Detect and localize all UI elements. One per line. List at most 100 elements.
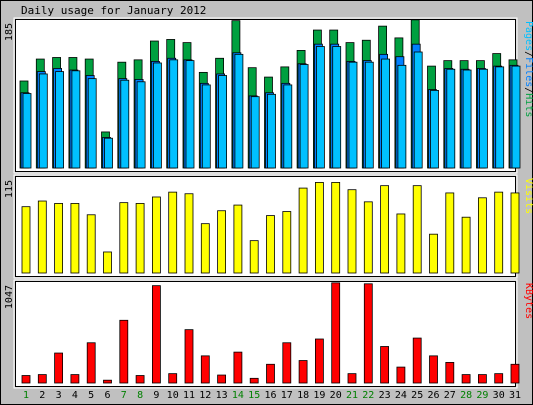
- x-tick-label-day-1: 1: [23, 390, 29, 401]
- bar-pages-day-25: [413, 51, 423, 169]
- y-legend-part: Visits: [523, 178, 533, 214]
- x-tick-label-day-31: 31: [509, 390, 521, 401]
- bar-pages-day-30: [495, 66, 505, 169]
- bar-kbytes-day-18: [298, 360, 308, 384]
- bar-pages-day-19: [315, 46, 325, 169]
- bar-kbytes-day-12: [200, 355, 210, 384]
- x-axis-labels: 1 2 3 4 5 6 7 8 9 10 11 12 13 14 15 16 17 18 19 20 21 22 23 24 2…: [23, 390, 521, 401]
- chart-title: Daily usage for January 2012: [21, 4, 206, 17]
- bar-visits-day-5: [86, 214, 96, 274]
- x-tick-label-day-19: 19: [313, 390, 325, 401]
- bar-pages-day-4: [71, 70, 81, 169]
- bar-pages-day-18: [299, 64, 309, 169]
- bar-kbytes-day-15: [249, 377, 259, 384]
- bar-visits-day-13: [217, 210, 227, 274]
- x-tick-label-day-28: 28: [460, 390, 472, 401]
- bar-pages-day-8: [136, 81, 146, 169]
- bar-visits-day-29: [477, 197, 487, 274]
- y-legend-part: KBytes: [523, 283, 533, 319]
- bar-visits-day-26: [429, 233, 438, 274]
- bar-kbytes-day-14: [233, 351, 243, 384]
- x-tick-label-day-2: 2: [39, 390, 45, 401]
- bar-kbytes-day-7: [119, 319, 129, 384]
- bar-pages-day-31: [511, 65, 521, 169]
- bar-visits-day-23: [380, 185, 390, 274]
- x-tick-label-day-14: 14: [232, 390, 244, 401]
- bar-kbytes-day-26: [429, 355, 438, 384]
- bar-pages-day-12: [201, 84, 211, 169]
- x-tick-label-day-3: 3: [56, 390, 62, 401]
- y-max-label: 115: [4, 180, 15, 198]
- y-legend-label: KBytes: [523, 283, 533, 319]
- bar-kbytes-day-10: [168, 373, 178, 384]
- x-tick-label-day-25: 25: [411, 390, 423, 401]
- bar-kbytes-day-30: [494, 373, 504, 384]
- bar-pages-day-16: [267, 93, 276, 169]
- bar-kbytes-day-2: [37, 374, 47, 384]
- bar-pages-day-29: [478, 68, 488, 169]
- bar-visits-day-24: [396, 213, 406, 274]
- bar-visits-day-25: [412, 185, 422, 274]
- x-tick-label-day-6: 6: [104, 390, 110, 401]
- bar-pages-day-14: [234, 53, 244, 169]
- bar-pages-day-5: [87, 78, 97, 169]
- bar-kbytes-day-29: [477, 374, 487, 384]
- x-tick-label-day-22: 22: [362, 390, 374, 401]
- bar-kbytes-day-19: [314, 338, 324, 384]
- bar-kbytes-day-13: [217, 374, 227, 384]
- x-tick-label-day-15: 15: [248, 390, 260, 401]
- x-tick-label-day-5: 5: [88, 390, 94, 401]
- y-legend-part: Pages: [523, 21, 533, 51]
- bar-kbytes-day-1: [21, 375, 31, 384]
- bar-visits-day-8: [135, 203, 145, 274]
- bar-pages-day-26: [430, 90, 439, 169]
- x-tick-label-day-7: 7: [121, 390, 127, 401]
- bar-visits-day-18: [298, 187, 308, 274]
- y-legend-part: /: [523, 87, 533, 93]
- bar-kbytes-day-24: [396, 366, 406, 384]
- bar-pages-day-24: [397, 64, 407, 169]
- x-tick-label-day-24: 24: [395, 390, 407, 401]
- bar-kbytes-day-21: [347, 373, 357, 384]
- bar-visits-day-6: [103, 251, 112, 274]
- x-tick-label-day-10: 10: [167, 390, 179, 401]
- x-tick-label-day-8: 8: [137, 390, 143, 401]
- bar-kbytes-day-6: [103, 379, 112, 384]
- bar-kbytes-day-16: [266, 363, 275, 384]
- bar-pages-day-22: [364, 61, 374, 169]
- bar-kbytes-day-28: [461, 374, 471, 384]
- x-tick-label-day-29: 29: [476, 390, 488, 401]
- bar-pages-day-17: [283, 84, 293, 169]
- bar-visits-day-28: [461, 216, 471, 274]
- x-tick-label-day-30: 30: [493, 390, 505, 401]
- y-legend-part: Files: [523, 57, 533, 87]
- bar-kbytes-day-23: [380, 346, 390, 384]
- x-tick-label-day-13: 13: [216, 390, 228, 401]
- bar-pages-day-28: [462, 69, 472, 169]
- x-tick-label-day-26: 26: [427, 390, 439, 401]
- bar-kbytes-day-22: [363, 283, 373, 384]
- bar-visits-day-20: [331, 182, 341, 274]
- x-tick-label-day-11: 11: [183, 390, 195, 401]
- bar-visits-day-16: [266, 215, 275, 274]
- bar-visits-day-10: [168, 191, 178, 274]
- bar-kbytes-day-25: [412, 337, 422, 384]
- bar-pages-day-3: [55, 71, 64, 169]
- y-max-label: 1047: [4, 285, 15, 309]
- bar-kbytes-day-11: [184, 329, 194, 384]
- bar-pages-day-11: [185, 60, 195, 169]
- x-tick-label-day-27: 27: [444, 390, 456, 401]
- bar-kbytes-day-17: [282, 342, 292, 384]
- x-tick-label-day-20: 20: [330, 390, 342, 401]
- y-legend-label: Pages/Files/Hits: [523, 21, 533, 117]
- bar-pages-day-1: [22, 93, 32, 169]
- bar-kbytes-day-27: [445, 362, 455, 384]
- bar-kbytes-day-9: [151, 285, 161, 384]
- x-tick-label-day-23: 23: [379, 390, 391, 401]
- bar-pages-day-6: [104, 137, 113, 169]
- bar-pages-day-20: [332, 46, 342, 169]
- bar-pages-day-7: [120, 79, 130, 169]
- bar-pages-day-27: [446, 68, 456, 169]
